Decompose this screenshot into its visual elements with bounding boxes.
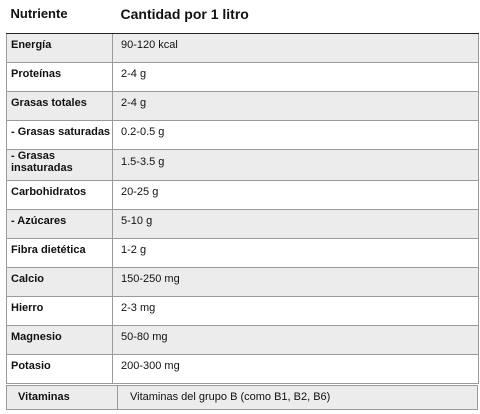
table-row: Calcio 150-250 mg bbox=[6, 266, 479, 297]
nutrition-table: Nutriente Cantidad por 1 litro Energía 9… bbox=[6, 0, 479, 384]
nutrient-name: Potasio bbox=[6, 353, 113, 384]
table-row: - Azúcares 5-10 g bbox=[6, 208, 479, 239]
nutrient-value: 90-120 kcal bbox=[112, 32, 479, 63]
header-nutrient: Nutriente bbox=[6, 0, 113, 34]
nutrient-value: 1-2 g bbox=[112, 237, 479, 268]
nutrient-value: 200-300 mg bbox=[112, 353, 479, 384]
nutrient-name: Energía bbox=[6, 32, 113, 63]
nutrient-name: - Azúcares bbox=[6, 208, 113, 239]
nutrient-value: 1.5-3.5 g bbox=[112, 148, 479, 181]
nutrient-name: Calcio bbox=[6, 266, 113, 297]
table-row: Grasas totales 2-4 g bbox=[6, 90, 479, 121]
nutrient-name: Fibra dietética bbox=[6, 237, 113, 268]
table-row: Proteínas 2-4 g bbox=[6, 61, 479, 92]
nutrient-name: Vitaminas bbox=[18, 391, 70, 403]
table-row: Fibra dietética 1-2 g bbox=[6, 237, 479, 268]
nutrient-value: Vitaminas del grupo B (como B1, B2, B6) bbox=[117, 386, 477, 409]
nutrient-value: 2-4 g bbox=[112, 61, 479, 92]
table-row: Magnesio 50-80 mg bbox=[6, 324, 479, 355]
table-row: - Grasas insaturadas 1.5-3.5 g bbox=[6, 148, 479, 181]
nutrient-name: Magnesio bbox=[6, 324, 113, 355]
table-row: - Grasas saturadas 0.2-0.5 g bbox=[6, 119, 479, 150]
nutrient-name: Proteínas bbox=[6, 61, 113, 92]
nutrient-value: 5-10 g bbox=[112, 208, 479, 239]
table-row: Energía 90-120 kcal bbox=[6, 32, 479, 63]
table-row-vitamins: Vitaminas Vitaminas del grupo B (como B1… bbox=[6, 385, 478, 410]
header-amount: Cantidad por 1 litro bbox=[112, 0, 479, 34]
nutrient-name: Hierro bbox=[6, 295, 113, 326]
nutrient-name: - Grasas insaturadas bbox=[6, 148, 113, 181]
nutrient-value: 20-25 g bbox=[112, 179, 479, 210]
table-row: Potasio 200-300 mg bbox=[6, 353, 479, 384]
nutrient-name: Grasas totales bbox=[6, 90, 113, 121]
nutrient-value: 0.2-0.5 g bbox=[112, 119, 479, 150]
table-row: Carbohidratos 20-25 g bbox=[6, 179, 479, 210]
nutrient-name: - Grasas saturadas bbox=[6, 119, 113, 150]
nutrition-table-container: Nutriente Cantidad por 1 litro Energía 9… bbox=[6, 0, 479, 384]
table-row: Hierro 2-3 mg bbox=[6, 295, 479, 326]
nutrient-value: 150-250 mg bbox=[112, 266, 479, 297]
nutrient-value: 2-4 g bbox=[112, 90, 479, 121]
table-header-row: Nutriente Cantidad por 1 litro bbox=[6, 0, 479, 34]
nutrient-value: 2-3 mg bbox=[112, 295, 479, 326]
nutrient-value: 50-80 mg bbox=[112, 324, 479, 355]
nutrient-name: Carbohidratos bbox=[6, 179, 113, 210]
